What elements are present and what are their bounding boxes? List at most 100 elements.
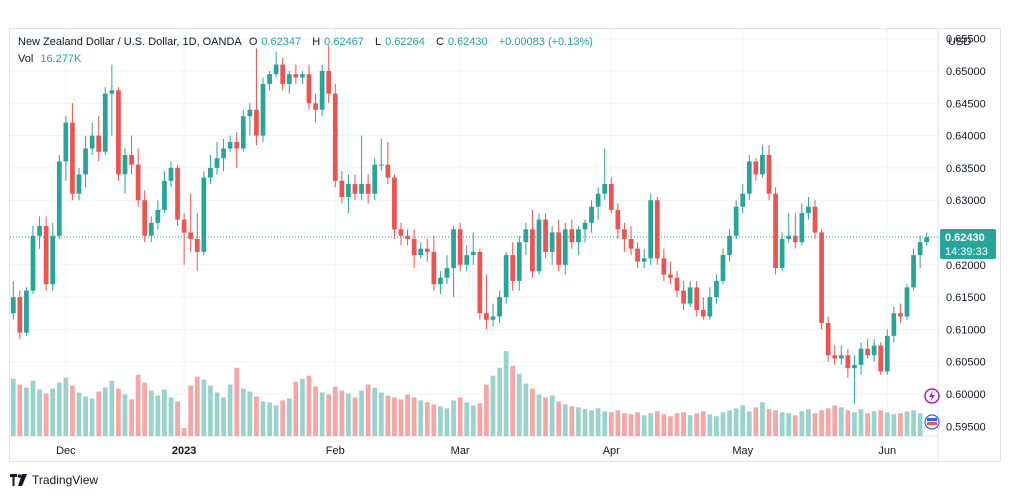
volume-bar [89, 398, 95, 436]
candle-body [845, 355, 851, 369]
candle-body [339, 180, 345, 197]
candle-body [792, 235, 798, 243]
low-value: 0.62264 [385, 36, 425, 48]
volume-bar [536, 394, 542, 436]
volume-bar [523, 383, 529, 436]
volume-bar [740, 405, 746, 436]
candle-body [148, 222, 154, 236]
volume-bar [845, 410, 851, 436]
candle-body [917, 242, 923, 256]
candle-body [661, 258, 667, 275]
candle-body [109, 90, 115, 94]
volume-bar [661, 414, 667, 436]
candle-body [122, 154, 128, 175]
candle-body [129, 154, 134, 165]
candle-body [602, 184, 608, 194]
legend-ohlc: New Zealand Dollar / U.S. Dollar, 1D, OA… [18, 36, 597, 48]
candle-body [871, 345, 877, 356]
volume-bar [858, 409, 864, 436]
candle-body [549, 232, 555, 252]
x-tick-label: Mar [451, 445, 470, 457]
candle-body [385, 164, 391, 178]
candle-body [838, 355, 844, 359]
candle-body [56, 161, 62, 236]
tradingview-logo[interactable]: TradingView [10, 473, 98, 487]
volume-bar [155, 395, 161, 436]
candle-body [319, 70, 325, 110]
volume-bar [687, 415, 693, 436]
candle-body [825, 322, 831, 356]
volume-bar [175, 401, 180, 436]
x-tick-label: Apr [603, 445, 620, 457]
volume-bar [648, 413, 654, 436]
candle-body [50, 235, 56, 285]
price-axis-currency: USD [948, 36, 971, 48]
lightning-icon [929, 390, 935, 402]
candle-body [221, 148, 226, 159]
volume-bar [424, 402, 430, 436]
candle-body [418, 248, 424, 256]
volume-bar [332, 386, 338, 436]
candle-body [727, 235, 732, 256]
candle-body [424, 248, 430, 252]
high-label: H [312, 36, 321, 48]
candle-body [477, 251, 483, 314]
candle-body [681, 290, 686, 304]
chart-frame [9, 28, 1001, 462]
volume-bar [162, 389, 167, 436]
volume-bar [779, 412, 785, 436]
candle-body [516, 242, 522, 281]
candle-body [589, 206, 594, 223]
volume-bar [346, 393, 351, 436]
volume-bar [582, 409, 588, 436]
candle-body [83, 148, 88, 175]
candle-body [280, 64, 286, 84]
candle-body [635, 248, 640, 262]
volume-bar [326, 394, 332, 436]
volume-bar [700, 411, 706, 436]
candle-body [214, 158, 220, 168]
volume-bar [168, 397, 174, 436]
volume-bar [194, 376, 200, 436]
y-tick-label: 0.59500 [946, 421, 986, 433]
candle-body [852, 364, 857, 369]
open-label: O [248, 36, 258, 48]
volume-bar [451, 400, 456, 436]
volume-bar [129, 399, 134, 436]
volume-bar [214, 392, 220, 436]
volume-bar [50, 388, 56, 436]
y-tick-label: 0.60000 [946, 389, 986, 401]
volume-bar [799, 411, 805, 436]
candle-body [313, 103, 318, 110]
volume-bar [694, 413, 700, 436]
volume-bar [497, 367, 502, 436]
last-price-badge [940, 229, 996, 260]
candle-body [405, 235, 410, 239]
y-tick-label: 0.60500 [946, 357, 986, 369]
volume-bar [148, 390, 154, 436]
candle-body [194, 238, 200, 252]
volume-bar [543, 397, 548, 436]
volume-bar [838, 407, 844, 436]
candle-body [24, 290, 29, 333]
candle-body [372, 164, 378, 194]
volume-bar [878, 410, 884, 436]
candle-body [135, 164, 141, 201]
volume-bar [589, 410, 594, 436]
candle-body [168, 167, 174, 181]
y-tick-label: 0.61000 [946, 324, 986, 336]
volume-label: Vol [18, 53, 34, 65]
volume-bar [615, 410, 621, 436]
candle-body [773, 193, 778, 269]
y-tick-label: 0.65500 [946, 34, 986, 46]
legend-high: H 0.62467 [312, 36, 368, 48]
candle-body [63, 122, 69, 162]
candle-body [484, 313, 489, 320]
volume-bar [70, 385, 75, 436]
candle-body [438, 277, 443, 285]
candle-body [332, 93, 338, 181]
candle-body [576, 229, 581, 243]
candle-body [102, 93, 108, 152]
candle-body [457, 229, 463, 265]
